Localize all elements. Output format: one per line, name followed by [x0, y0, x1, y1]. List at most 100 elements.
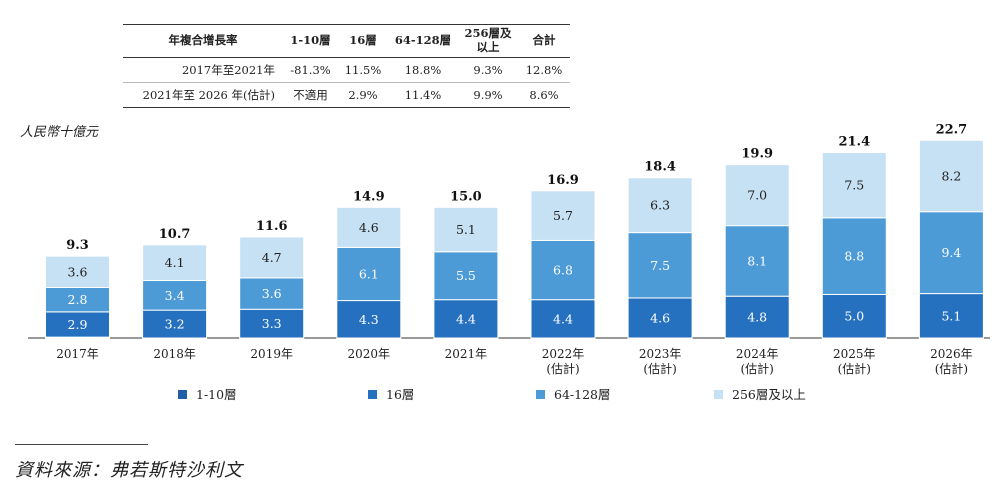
legend-swatch [536, 390, 545, 399]
bar-segment [530, 239, 596, 301]
legend-swatch [714, 390, 723, 399]
total-label: 19.9 [741, 147, 773, 162]
x-tick-label: 2022年 [542, 347, 585, 361]
total-label: 16.9 [547, 173, 579, 188]
legend-label: 64-128層 [554, 387, 611, 402]
total-label: 22.7 [936, 122, 968, 137]
cagr-cell: 9.9% [473, 88, 503, 102]
x-tick-label: (估計) [643, 361, 676, 376]
data-label: 6.8 [553, 263, 573, 278]
total-label: 15.0 [450, 189, 482, 204]
data-label: 2.8 [68, 292, 88, 307]
bar-segment [142, 280, 208, 311]
data-label: 4.6 [359, 220, 379, 235]
bar-segment [724, 295, 790, 339]
x-tick-label: 2024年 [736, 347, 779, 361]
legend-swatch [178, 390, 187, 399]
bar-segment [627, 297, 693, 339]
bar-segment [336, 300, 402, 339]
bar-segment [45, 255, 110, 288]
cagr-cell: 18.8% [404, 63, 442, 77]
total-label: 11.6 [256, 219, 288, 234]
data-label: 9.4 [941, 245, 961, 260]
cagr-header: 年複合增長率 [168, 33, 238, 48]
total-label: 9.3 [66, 238, 89, 253]
total-label: 10.7 [159, 227, 191, 242]
data-label: 6.3 [650, 198, 670, 213]
cagr-header: 64-128層 [394, 33, 452, 48]
data-label: 4.6 [650, 310, 670, 325]
x-tick-label: (估計) [935, 361, 968, 376]
bar-segment [142, 244, 208, 282]
x-tick-label: (估計) [741, 361, 774, 376]
cagr-row: 2017年至2021年 -81.3% 11.5% 18.8% 9.3% 12.8… [123, 58, 570, 83]
cagr-header-row: 年複合增長率 1-10層 16層 64-128層 256層及 以上 合計 [123, 24, 570, 58]
x-tick-label: 2026年 [930, 347, 973, 361]
data-label: 3.2 [165, 317, 185, 332]
cagr-cell: 11.4% [404, 88, 442, 102]
cagr-row: 2021年至 2026 年(估計) 不適用 2.9% 11.4% 9.9% 8.… [123, 83, 570, 108]
legend-swatch [368, 390, 377, 399]
data-label: 4.3 [359, 312, 379, 327]
x-tick-label: 2020年 [348, 347, 391, 361]
cagr-cell: 不適用 [293, 88, 328, 102]
data-label: 5.1 [941, 308, 961, 323]
bar-segment [45, 286, 110, 313]
cagr-cell: -81.3% [290, 63, 331, 77]
legend-label: 16層 [386, 387, 414, 402]
bar-segment [627, 177, 693, 234]
cagr-cell: 12.8% [525, 63, 563, 77]
cagr-cell: 11.5% [344, 63, 382, 77]
x-tick-label: 2021年 [445, 347, 488, 361]
legend-label: 1-10層 [196, 387, 237, 402]
data-label: 3.6 [262, 286, 282, 301]
bar-segment [918, 293, 984, 339]
data-label: 8.2 [941, 168, 961, 183]
total-label: 18.4 [644, 160, 676, 175]
cagr-cell: 2021年至 2026 年(估計) [142, 88, 275, 102]
bar-segment [433, 251, 499, 301]
data-label: 4.4 [553, 311, 573, 326]
data-label: 5.7 [553, 208, 573, 223]
bar-segment [239, 236, 305, 279]
data-label: 4.8 [747, 310, 767, 325]
bar-segment [45, 311, 110, 338]
x-tick-label: 2025年 [833, 347, 876, 361]
x-tick-label: (估計) [546, 361, 579, 376]
total-label: 21.4 [838, 134, 870, 149]
data-label: 5.0 [844, 309, 864, 324]
bar-segment [336, 246, 402, 302]
bar-segment [821, 217, 887, 295]
data-label: 3.4 [165, 288, 185, 303]
source-divider [15, 444, 148, 445]
bar-segment [433, 299, 499, 339]
bar-segment [530, 299, 596, 339]
cagr-header: 1-10層 [290, 33, 331, 48]
bar-segment [530, 190, 596, 241]
bar-segment [239, 277, 305, 310]
bar-segment [724, 225, 790, 297]
data-label: 8.8 [844, 249, 864, 264]
bar-segment [336, 206, 402, 248]
bar-segment [821, 293, 887, 339]
data-label: 4.4 [456, 311, 476, 326]
data-label: 5.5 [456, 268, 476, 283]
bar-segment [627, 232, 693, 299]
data-label: 8.1 [747, 253, 767, 268]
x-tick-label: (估計) [838, 361, 871, 376]
data-label: 4.7 [262, 250, 282, 265]
data-label: 3.6 [68, 264, 88, 279]
total-label: 14.9 [353, 189, 385, 204]
x-tick-label: 2018年 [153, 347, 196, 361]
cagr-table: 年複合增長率 1-10層 16層 64-128層 256層及 以上 合計 201… [123, 24, 570, 108]
data-label: 4.1 [165, 255, 185, 270]
data-label: 6.1 [359, 266, 379, 281]
cagr-cell: 2.9% [348, 88, 378, 102]
bar-segment [239, 308, 305, 339]
cagr-cell: 8.6% [529, 88, 559, 102]
cagr-cell: 9.3% [473, 63, 503, 77]
bar-segment [821, 151, 887, 219]
data-label: 2.9 [68, 317, 88, 332]
x-tick-label: 2023年 [639, 347, 682, 361]
